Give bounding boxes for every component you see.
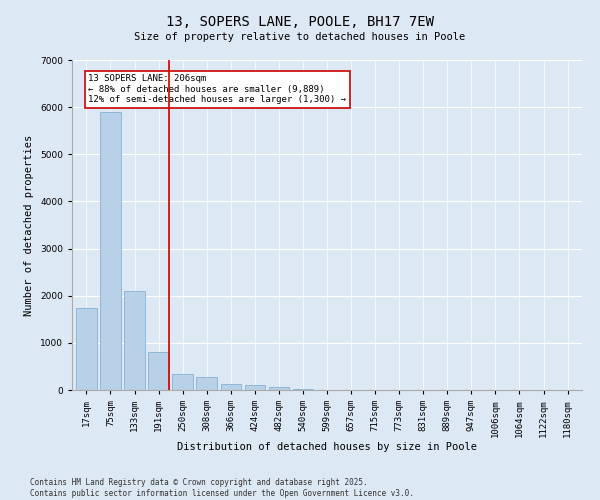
Bar	[221, 384, 241, 390]
Bar	[148, 352, 169, 390]
Text: Contains HM Land Registry data © Crown copyright and database right 2025.
Contai: Contains HM Land Registry data © Crown c…	[30, 478, 414, 498]
Bar	[76, 308, 97, 390]
Bar	[196, 377, 217, 390]
Bar	[100, 112, 121, 390]
Bar	[245, 385, 265, 390]
Text: Size of property relative to detached houses in Poole: Size of property relative to detached ho…	[134, 32, 466, 42]
Bar	[124, 291, 145, 390]
Text: 13 SOPERS LANE: 206sqm
← 88% of detached houses are smaller (9,889)
12% of semi-: 13 SOPERS LANE: 206sqm ← 88% of detached…	[88, 74, 346, 104]
Y-axis label: Number of detached properties: Number of detached properties	[25, 134, 34, 316]
Text: 13, SOPERS LANE, POOLE, BH17 7EW: 13, SOPERS LANE, POOLE, BH17 7EW	[166, 15, 434, 29]
Bar	[269, 387, 289, 390]
Bar	[172, 374, 193, 390]
Bar	[293, 389, 313, 390]
X-axis label: Distribution of detached houses by size in Poole: Distribution of detached houses by size …	[177, 442, 477, 452]
